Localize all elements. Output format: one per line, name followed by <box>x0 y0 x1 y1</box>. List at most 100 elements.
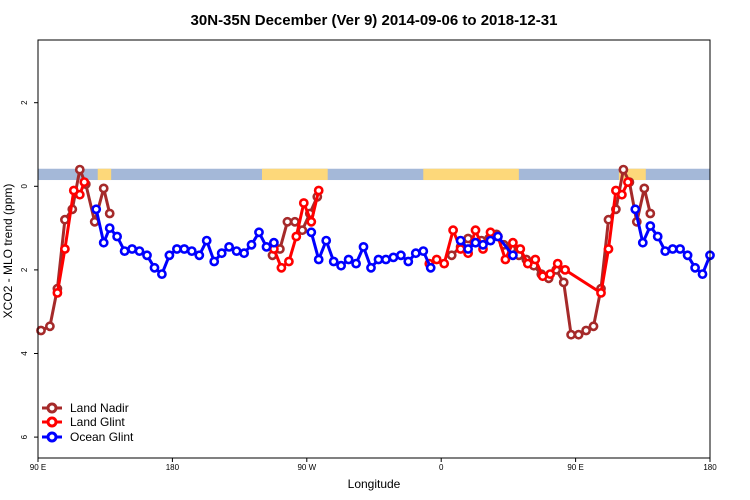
legend-entry-land-glint: Land Glint <box>42 415 125 429</box>
land-glint-point <box>596 287 606 298</box>
ocean-glint-point <box>149 262 160 273</box>
ocean-glint-point <box>216 248 227 259</box>
land-glint-point <box>276 262 287 273</box>
ocean-glint-point <box>164 250 175 261</box>
y-axis: 2 0 2 4 6 <box>20 100 38 439</box>
land-glint-point <box>74 189 85 200</box>
y-tick-label: 0 <box>20 184 29 189</box>
legend-label-land-nadir: Land Nadir <box>70 401 129 415</box>
land-glint-point <box>603 244 614 254</box>
y-tick-label: 4 <box>20 351 29 356</box>
ocean-glint-point <box>179 244 190 254</box>
ocean-glint-point <box>268 237 279 248</box>
land-glint-point <box>522 258 533 269</box>
ocean-glint-point <box>209 256 220 267</box>
land-nadir-point <box>289 216 300 227</box>
ocean-glint-point <box>239 248 249 259</box>
land-glint-point <box>545 269 556 279</box>
ocean-glint-point <box>380 254 391 265</box>
legend-label-land-glint: Land Glint <box>70 415 125 429</box>
ocean-band <box>38 168 710 181</box>
series-ocean-glint <box>91 204 715 279</box>
ocean-glint-point <box>254 227 264 238</box>
land-glint-point <box>530 254 541 265</box>
ocean-glint-line <box>94 208 275 276</box>
plot-frame <box>37 39 711 459</box>
land-glint-point <box>617 189 627 200</box>
land-glint-point <box>291 231 302 242</box>
land-glint-point <box>560 264 570 275</box>
ocean-glint-point <box>455 235 466 246</box>
land-glint-point <box>283 256 294 267</box>
land-glint-point <box>623 177 633 187</box>
ocean-glint-point <box>418 246 429 256</box>
land-glint-point <box>60 244 70 254</box>
ocean-glint-point <box>630 204 641 215</box>
land-glint-point <box>298 198 309 208</box>
y-tick-label: 2 <box>20 267 29 272</box>
ocean-glint-point <box>697 269 708 279</box>
land-nadir-point <box>60 214 70 225</box>
ocean-glint-point <box>637 237 648 248</box>
ocean-glint-point <box>186 246 197 256</box>
ocean-glint-point <box>395 250 406 261</box>
ocean-glint-point <box>366 262 376 273</box>
land-ocean-mask-band <box>38 168 710 181</box>
ocean-glint-point <box>463 244 473 254</box>
ocean-glint-point <box>388 252 399 263</box>
y-tick-label: 2 <box>20 100 29 105</box>
land-glint-point <box>448 225 458 236</box>
land-nadir-point <box>581 325 591 336</box>
land-nadir-point <box>98 183 109 194</box>
ocean-glint-point <box>343 254 354 265</box>
x-axis-label: Longitude <box>348 477 401 491</box>
x-tick-label: 180 <box>703 463 717 472</box>
land-glint-point <box>79 177 90 187</box>
x-tick-label: 90 W <box>297 463 316 472</box>
ocean-glint-point <box>485 235 496 246</box>
land-nadir-point <box>588 321 599 332</box>
ocean-glint-point <box>645 221 656 231</box>
ocean-glint-point <box>328 256 339 267</box>
ocean-glint-point <box>224 241 234 252</box>
land-nadir-point <box>36 325 46 336</box>
ocean-glint-point <box>313 254 324 265</box>
x-tick-label: 90 E <box>30 463 46 472</box>
ocean-glint-point <box>306 227 317 238</box>
series-land-glint <box>52 177 633 298</box>
land-nadir-point <box>639 183 650 194</box>
land-glint-point <box>500 254 511 265</box>
legend-label-ocean-glint: Ocean Glint <box>70 430 134 444</box>
ocean-glint-point <box>261 241 272 252</box>
ocean-glint-point <box>336 260 346 271</box>
legend-entry-ocean-glint: Ocean Glint <box>42 430 134 444</box>
ocean-glint-point <box>351 258 361 269</box>
land-glint-point <box>52 287 63 298</box>
land-nadir-point <box>446 250 457 261</box>
land-glint-point <box>552 258 563 269</box>
ocean-glint-point <box>660 246 671 256</box>
land-band-segment <box>97 168 112 181</box>
ocean-glint-point <box>134 246 145 256</box>
legend-marker-land-nadir <box>46 402 58 414</box>
ocean-glint-point <box>194 250 205 261</box>
ocean-glint-point <box>508 250 518 261</box>
ocean-glint-point <box>690 262 700 273</box>
land-glint-point <box>537 271 548 282</box>
legend: Land Nadir Land Glint Ocean Glint <box>42 401 134 444</box>
land-glint-point <box>306 216 317 227</box>
land-nadir-point <box>645 208 656 219</box>
land-nadir-point <box>282 216 293 227</box>
ocean-glint-point <box>403 256 414 267</box>
x-tick-label: 180 <box>166 463 180 472</box>
land-nadir-point <box>104 208 115 219</box>
ocean-glint-point <box>142 250 152 261</box>
ocean-glint-point <box>321 235 332 246</box>
ocean-glint-point <box>156 269 167 279</box>
land-nadir-point <box>566 329 576 340</box>
ocean-glint-point <box>410 248 421 259</box>
ocean-glint-point <box>91 204 102 215</box>
ocean-glint-point <box>675 244 685 254</box>
series-layer <box>36 164 715 340</box>
ocean-glint-point <box>119 246 130 256</box>
